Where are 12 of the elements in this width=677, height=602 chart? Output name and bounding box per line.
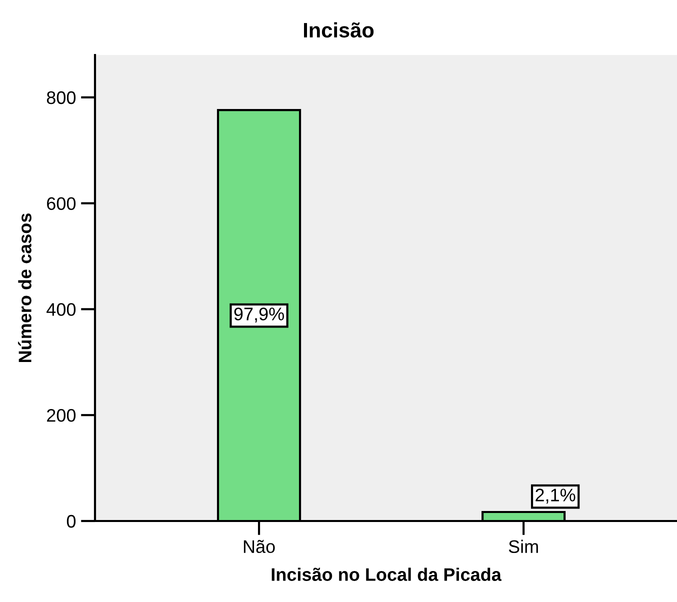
- x-tick-label: Não: [244, 540, 275, 554]
- y-tick-label: 400: [46, 303, 76, 316]
- x-axis-title: Incisão no Local da Picada: [272, 568, 502, 581]
- y-tick-label: 600: [47, 197, 76, 210]
- y-axis-title: Número de casos: [18, 213, 32, 362]
- chart-title: Incisão: [304, 22, 374, 38]
- annotation: 97,9%: [234, 308, 284, 323]
- y-tick-label: 200: [47, 409, 76, 422]
- x-tick-label: Sim: [508, 540, 538, 554]
- y-tick-label: 0: [66, 514, 76, 528]
- y-tick-label: 800: [46, 91, 76, 104]
- annotation: 2,1%: [536, 488, 576, 504]
